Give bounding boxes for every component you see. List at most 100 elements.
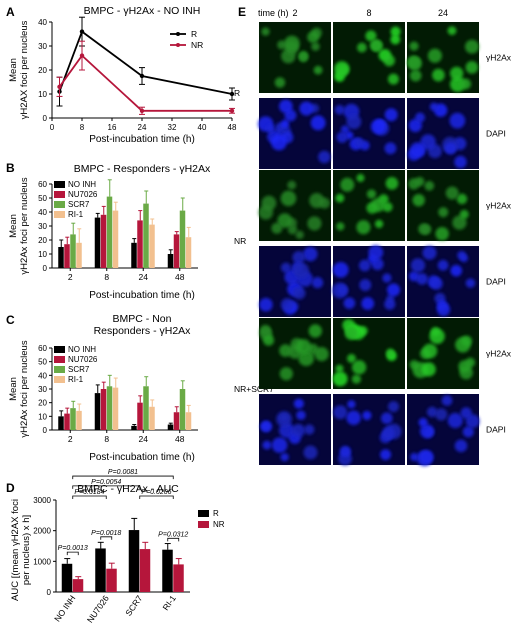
nucleus [430,277,443,290]
series-line-r [58,30,233,95]
foci-nucleus [455,337,471,353]
bar [106,386,113,430]
stain-label: DAPI [486,425,506,435]
y-axis-label-line: per nucleus) x h] [21,515,32,585]
nucleus [450,264,463,277]
foci-nucleus [458,360,471,373]
foci-nucleus [259,324,272,336]
bar [106,568,117,592]
nucleus [347,400,356,409]
nucleus [416,273,428,285]
bar [64,413,70,430]
y-axis-label-line: Mean [8,214,19,238]
foci-nucleus [429,328,445,344]
foci-nucleus [460,78,472,90]
significance-bracket [167,537,180,542]
legend-swatch [54,181,65,188]
foci-nucleus [356,42,367,53]
x-tick-label: 16 [108,123,117,132]
legend-swatch [54,366,65,373]
foci-nucleus [307,31,320,43]
nucleus [292,286,306,300]
x-tick-label: 32 [168,123,177,132]
bar [72,579,84,592]
significance-bracket [139,495,174,500]
nucleus [460,407,472,419]
nucleus [359,279,372,291]
significance-label: P=0.0013 [58,545,88,552]
foci-nucleus [332,371,348,387]
nucleus [361,297,375,310]
x-tick-label: 2 [68,434,73,444]
x-axis-label: Post-incubation time (h) [89,452,195,463]
bar [100,389,107,430]
bar [128,530,140,592]
foci-nucleus [385,177,399,190]
bar [137,220,143,268]
bar [112,387,119,430]
legend-marker [176,43,180,47]
gh2ax-image-tile [332,318,405,389]
significance-label: P=0.0054 [91,479,121,486]
nucleus [318,150,331,164]
bar [179,210,186,268]
y-tick-label: 20 [38,236,47,245]
nucleus [296,410,306,421]
nucleus [454,155,467,169]
x-tick-label: SCR7 [123,593,144,618]
bar [137,402,143,430]
foci-nucleus [314,347,329,362]
chart-title: BMPC - Responders - γH2Ax [74,163,211,175]
nucleus [303,445,318,460]
time-column-label: 2 [292,8,297,18]
y-tick-label: 40 [38,208,47,217]
significance-bracket [72,495,107,500]
y-tick-label: 30 [38,385,47,394]
foci-nucleus [271,222,283,234]
chart-title: BMPC - γH2Ax - NO INH [84,5,201,17]
dapi-image-tile [257,98,331,169]
x-tick-label: 0 [50,123,55,132]
bar [76,242,82,268]
legend-label: NR [213,520,225,529]
gh2ax-image-tile [333,170,405,241]
foci-nucleus [336,222,345,231]
data-point [57,84,62,90]
bar [95,548,106,592]
panel-b-chart: BMPC - Responders - γH2Ax 0 10 20 30 40 50 60 2 8… [8,163,211,301]
nucleus [280,452,289,462]
y-axis-label: MeanγH2Ax foci per nucleus [8,177,30,274]
foci-nucleus [438,207,449,218]
panel-letter-c: C [6,313,15,327]
x-tick-label: NU7026 [85,593,111,625]
y-tick-label: 20 [38,66,47,75]
foci-nucleus [340,177,355,192]
gh2ax-image-tile [407,318,479,389]
foci-nucleus [298,52,309,63]
y-axis-label: MeanγH2AX foci per nucleus [8,20,30,119]
nucleus [382,273,392,283]
significance-label: P=0.0018 [91,530,121,537]
dapi-image-tile [259,394,331,465]
foci-nucleus [383,54,395,67]
nucleus [358,259,371,272]
chart-title: BMPC - Non [113,313,172,325]
legend-label: NU7026 [68,190,98,199]
nucleus [447,412,463,429]
bar [167,254,174,268]
x-tick-label: 24 [139,434,149,444]
x-tick-label: NO INH [52,593,77,623]
foci-nucleus [465,61,479,74]
bar [179,389,186,430]
foci-nucleus [415,176,425,187]
foci-nucleus [390,26,401,37]
nucleus [336,131,348,143]
bar [143,203,149,268]
legend-label: NR [191,40,203,50]
foci-nucleus [409,69,422,82]
nucleus [303,246,318,262]
y-axis-label-line: Mean [8,377,19,401]
bar [173,564,184,592]
